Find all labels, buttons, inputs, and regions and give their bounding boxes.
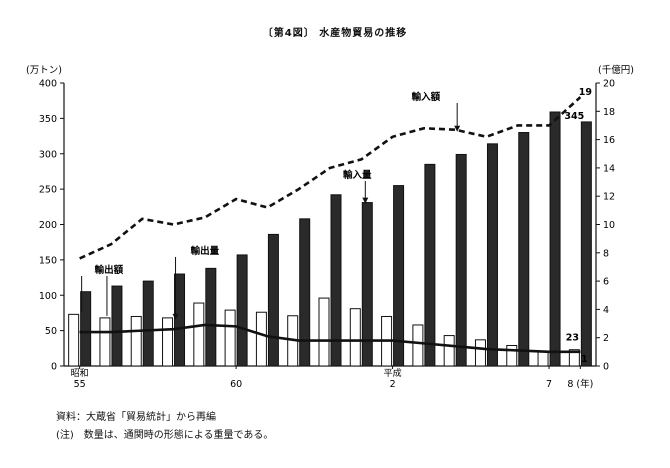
- import-value-line: [79, 96, 582, 260]
- export-volume-bar: [224, 309, 236, 367]
- import-volume-bar: [111, 285, 123, 367]
- right-tick-label: 16: [603, 135, 615, 146]
- left-tick-label: 250: [39, 185, 57, 196]
- right-tick-label: 4: [603, 305, 609, 316]
- figure-title: 〔第4図〕 水産物貿易の推移: [262, 28, 408, 39]
- right-tick-label: 20: [603, 79, 615, 90]
- import-volume-bar: [267, 233, 279, 367]
- import-volume-bar: [142, 280, 154, 367]
- annotation-export-volume-end: 23: [566, 333, 579, 344]
- export-volume-bar: [349, 308, 361, 367]
- series-label-import-value-arrowhead: [454, 125, 461, 132]
- export-volume-bar: [255, 311, 267, 367]
- import-volume-bar: [455, 153, 467, 367]
- annotation-export-value-end: 1: [581, 354, 588, 365]
- right-axis-label: (千億円): [598, 64, 634, 76]
- import-volume-bar: [580, 121, 592, 367]
- left-tick-label: 0: [51, 362, 57, 373]
- series-label-import-volume-arrowhead: [362, 197, 369, 204]
- source-note: 資料：大蔵省「貿易統計」から再編: [56, 412, 216, 423]
- x-tick-label: 55: [74, 379, 86, 390]
- x-tick-era-label: 平成: [384, 367, 402, 379]
- x-tick-era-label: 昭和: [71, 368, 89, 379]
- import-volume-bar: [393, 185, 405, 367]
- right-tick-label: 18: [603, 107, 615, 118]
- left-tick-label: 300: [39, 149, 57, 160]
- import-volume-bar: [236, 254, 248, 367]
- annotation-import-volume-end: 345: [564, 111, 584, 122]
- import-volume-bar: [549, 111, 561, 367]
- export-volume-bar: [537, 350, 549, 367]
- right-tick-label: 2: [603, 333, 609, 344]
- export-volume-bar: [99, 317, 111, 367]
- import-volume-bar: [174, 273, 186, 367]
- left-axis-label: (万トン): [26, 65, 62, 76]
- import-volume-bar: [80, 291, 92, 367]
- series-label-import-volume: 輸入量: [343, 169, 372, 181]
- import-volume-bar: [205, 267, 217, 367]
- export-volume-bar: [68, 313, 80, 367]
- right-tick-label: 8: [603, 248, 609, 259]
- left-tick-label: 200: [39, 220, 57, 231]
- export-volume-bar: [130, 315, 142, 367]
- series-label-export-value: 輸出額: [95, 264, 124, 276]
- left-tick-label: 350: [39, 114, 57, 125]
- export-volume-bar: [193, 302, 205, 367]
- right-tick-label: 14: [603, 163, 615, 174]
- right-tick-label: 0: [603, 362, 609, 373]
- import-volume-bar: [424, 163, 436, 367]
- series-label-import-value: 輸入額: [412, 91, 441, 103]
- left-tick-label: 400: [39, 79, 57, 90]
- export-volume-bar: [506, 344, 518, 367]
- left-tick-label: 100: [39, 291, 57, 302]
- right-tick-label: 12: [603, 192, 615, 203]
- export-volume-bar: [474, 339, 486, 367]
- import-volume-bar: [330, 194, 342, 367]
- series-label-export-volume: 輸出量: [191, 245, 220, 257]
- import-volume-bar: [486, 143, 498, 367]
- export-volume-bar: [443, 335, 455, 367]
- x-tick-label: 8 (年): [567, 378, 593, 390]
- x-tick-label: 7: [546, 379, 552, 390]
- export-volume-bar: [162, 317, 174, 367]
- annotation-import-value-end: 19: [579, 87, 592, 98]
- left-tick-label: 150: [39, 255, 57, 266]
- import-volume-bar: [299, 218, 311, 367]
- right-tick-label: 10: [603, 220, 615, 231]
- x-tick-label: 60: [230, 379, 242, 390]
- series-label-export-volume-arrowhead: [172, 313, 179, 320]
- left-tick-label: 50: [45, 326, 57, 337]
- x-tick-label: 2: [390, 379, 396, 390]
- import-volume-bar: [518, 132, 530, 367]
- right-tick-label: 6: [603, 277, 609, 288]
- export-volume-bar: [568, 349, 580, 367]
- import-volume-bar: [361, 202, 373, 367]
- export-volume-bar: [412, 324, 424, 367]
- export-volume-bar: [318, 297, 330, 367]
- export-value-line: [79, 323, 581, 354]
- footnote: (注) 数量は、通関時の形態による重量である。: [56, 430, 274, 441]
